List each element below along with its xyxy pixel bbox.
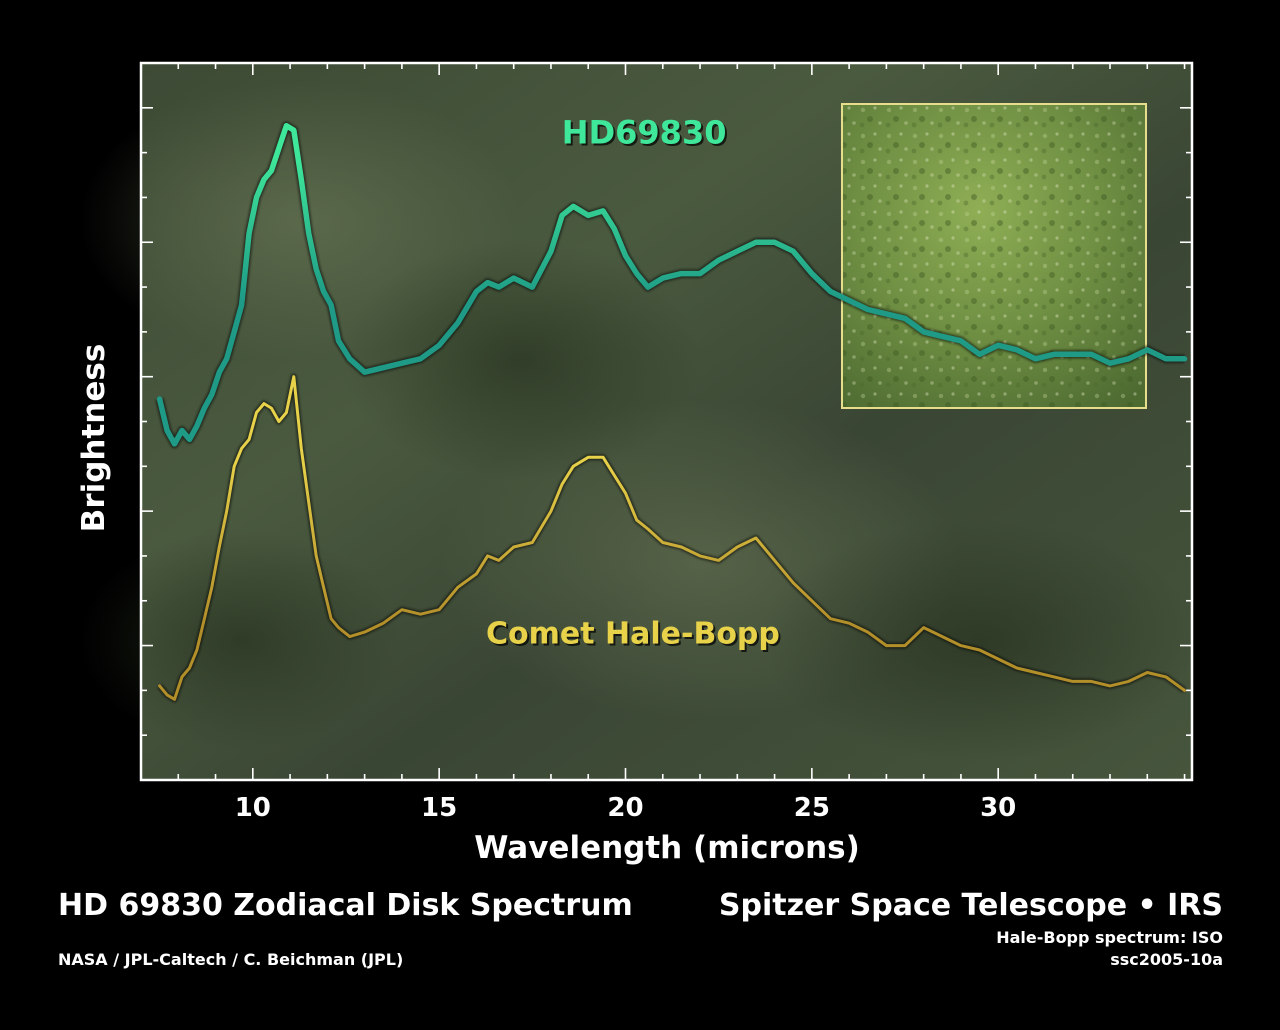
mineral-inset [841, 103, 1147, 409]
series-layer [155, 121, 1188, 703]
comet-hale-bopp-line [158, 375, 1186, 701]
hd69830-label: HD69830 [562, 114, 727, 152]
hd69830-line [156, 122, 1188, 447]
x-tick-label: 20 [607, 793, 643, 823]
y-axis-label: Brightness [76, 344, 112, 533]
x-tick-label: 10 [235, 793, 271, 823]
x-tick-label: 25 [794, 793, 830, 823]
credit-line: NASA / JPL-Caltech / C. Beichman (JPL) [58, 950, 404, 969]
x-tick-label: 30 [980, 793, 1016, 823]
inset-border [841, 103, 1147, 409]
spectrum-chart: 10 15 20 25 30 Wavelength (microns) Brightness… [76, 61, 1200, 866]
image-id: ssc2005-10a [1110, 950, 1223, 969]
source-note: Hale-Bopp spectrum: ISO [996, 928, 1223, 947]
hd69830-label-shadow: HD69830 [564, 116, 729, 154]
instrument-line: Spitzer Space Telescope • IRS [718, 888, 1223, 923]
figure-title: HD 69830 Zodiacal Disk Spectrum [58, 888, 633, 923]
comet-hale-bopp-label: Comet Hale-Bopp [486, 616, 780, 651]
x-tick-label: 15 [421, 793, 457, 823]
x-axis-label: Wavelength (microns) [474, 830, 860, 866]
plot-axes: 10 15 20 25 30 Wavelength (microns) Brightness [76, 61, 1194, 866]
comet-hale-bopp-label-shadow: Comet Hale-Bopp [488, 618, 782, 653]
